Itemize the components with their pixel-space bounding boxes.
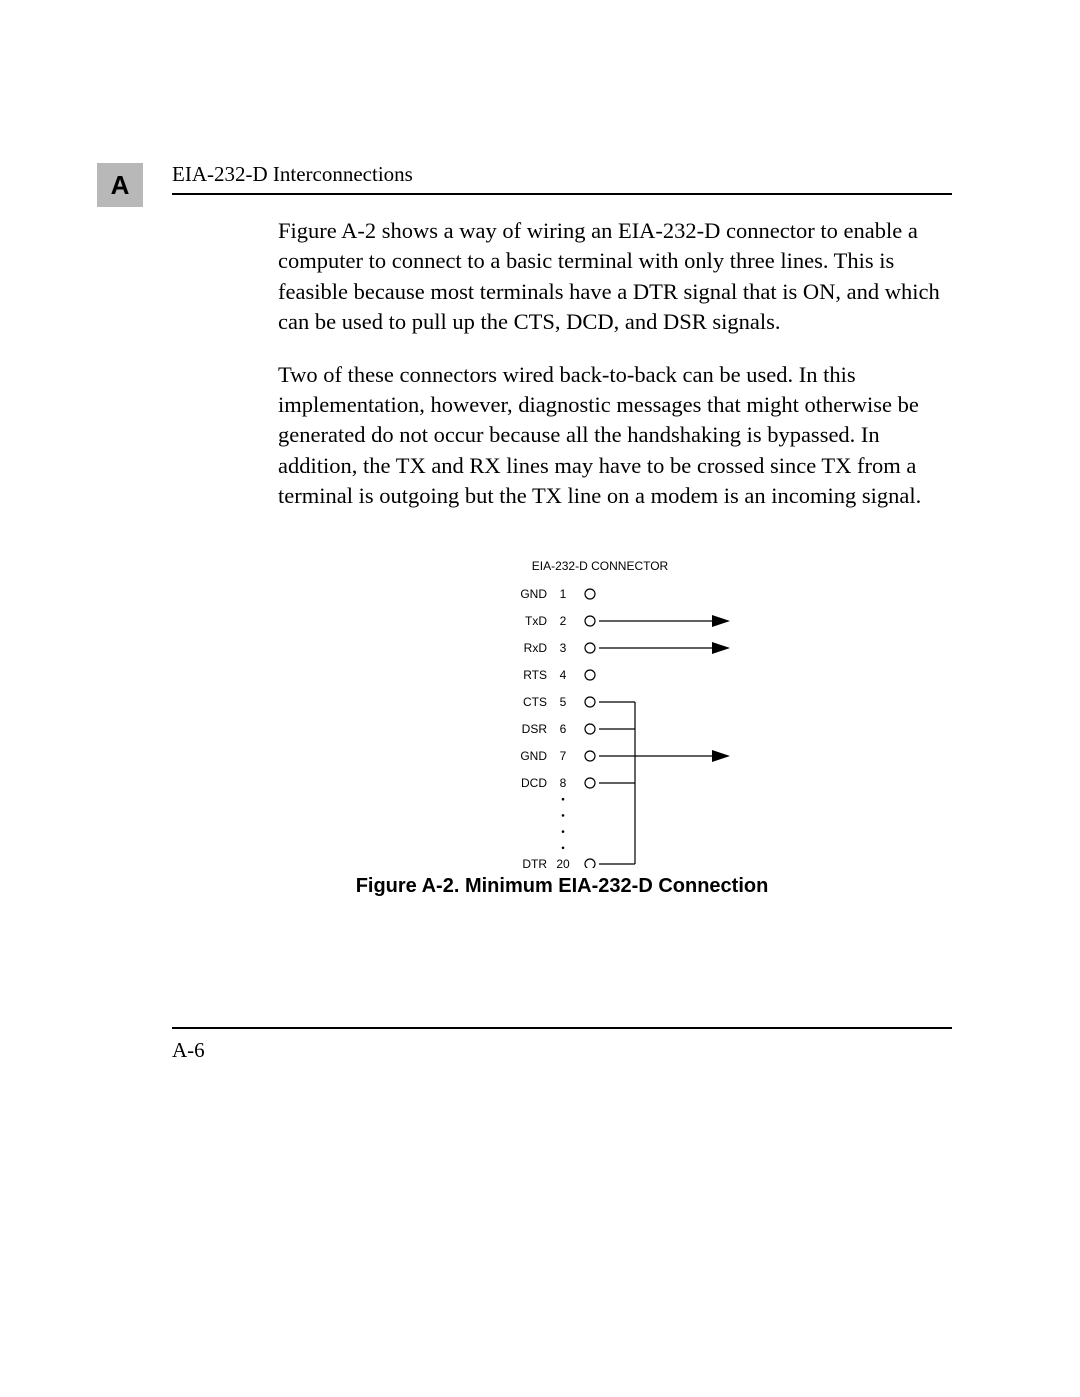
paragraph-1: Figure A-2 shows a way of wiring an EIA-…: [278, 216, 952, 338]
header-rule: [172, 193, 952, 195]
svg-text:DTR: DTR: [522, 857, 547, 868]
page-number: A-6: [172, 1038, 205, 1063]
svg-text:1: 1: [560, 587, 567, 601]
svg-text:RTS: RTS: [523, 668, 547, 682]
svg-text:3: 3: [560, 641, 567, 655]
appendix-tab: A: [97, 163, 143, 207]
appendix-letter: A: [111, 170, 130, 201]
footer-rule: [172, 1027, 952, 1029]
svg-text:GND: GND: [520, 587, 547, 601]
svg-text:DCD: DCD: [521, 776, 547, 790]
svg-text:EIA-232-D CONNECTOR: EIA-232-D CONNECTOR: [532, 559, 669, 573]
svg-text:GND: GND: [520, 749, 547, 763]
svg-text:TxD: TxD: [525, 614, 547, 628]
svg-text:4: 4: [560, 668, 567, 682]
svg-text:RxD: RxD: [524, 641, 548, 655]
header-title: EIA-232-D Interconnections: [172, 162, 413, 187]
svg-text:DSR: DSR: [522, 722, 548, 736]
connector-diagram: EIA-232-D CONNECTORGND1TxD2RxD3RTS4CTS5D…: [278, 548, 952, 868]
paragraph-2: Two of these connectors wired back-to-ba…: [278, 360, 952, 512]
figure-caption: Figure A-2. Minimum EIA-232-D Connection: [172, 875, 952, 898]
page: A EIA-232-D Interconnections Figure A-2 …: [0, 0, 1080, 1397]
svg-text:2: 2: [560, 614, 567, 628]
svg-text:CTS: CTS: [523, 695, 547, 709]
svg-text:7: 7: [560, 749, 567, 763]
svg-text:20: 20: [556, 857, 570, 868]
body-text: Figure A-2 shows a way of wiring an EIA-…: [278, 216, 952, 533]
diagram-svg: EIA-232-D CONNECTORGND1TxD2RxD3RTS4CTS5D…: [435, 548, 795, 868]
svg-text:6: 6: [560, 722, 567, 736]
svg-text:8: 8: [560, 776, 567, 790]
svg-text:5: 5: [560, 695, 567, 709]
